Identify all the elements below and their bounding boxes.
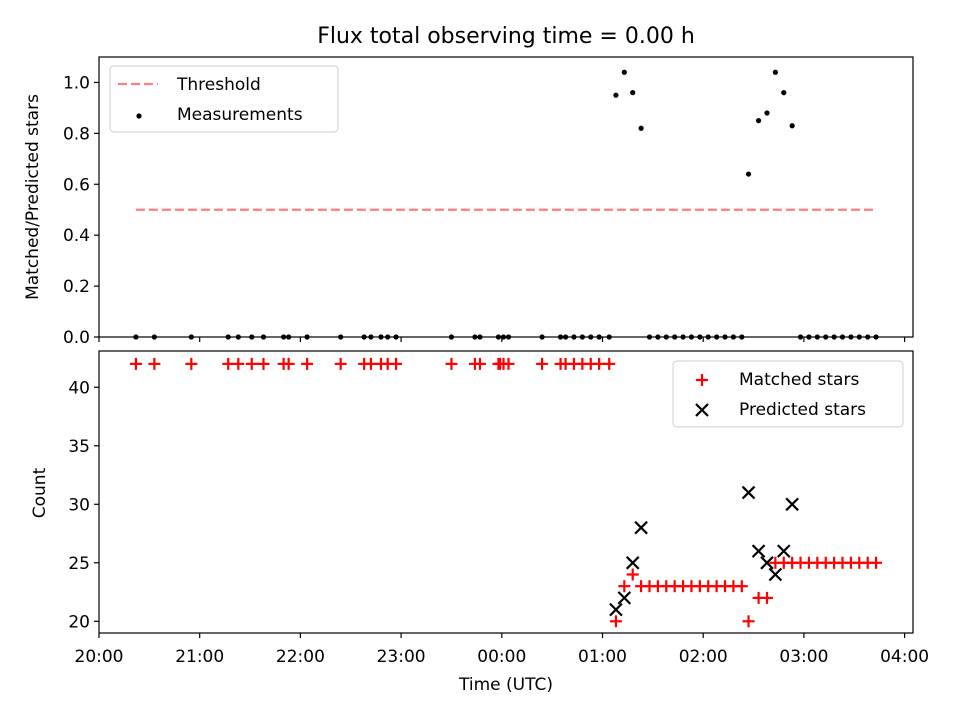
bottom-y-ticks: 20 25 30 35 40 (68, 378, 99, 632)
y-tick-label: 25 (68, 554, 90, 574)
bottom-y-axis-label: Count (30, 467, 50, 518)
matched-star-point (626, 568, 639, 581)
matched-star-point (257, 357, 270, 370)
matched-star-point (364, 357, 377, 370)
measurement-point (764, 110, 770, 116)
measurement-point (755, 118, 762, 124)
matched-star-point (301, 357, 314, 370)
matched-star-point (502, 357, 515, 370)
matched-star-point (129, 357, 142, 370)
bottom-legend: Matched stars Predicted stars (672, 360, 904, 428)
bottom-x-ticks: 20:00 21:00 22:00 23:00 00:00 01:00 02:00 03:00… (75, 633, 929, 667)
measurement-point (789, 123, 795, 129)
matched-star-point (148, 357, 161, 370)
matched-star-point (390, 357, 403, 370)
predicted-star-point (760, 556, 774, 570)
bottom-axes-frame (98, 350, 914, 634)
x-tick-label: 21:00 (175, 647, 224, 667)
chart-title: Flux total observing time = 0.00 h (317, 24, 695, 49)
top-panel: Flux total observing time = 0.00 h Match… (23, 24, 914, 348)
matched-star-point (870, 556, 883, 569)
bottom-legend-box (672, 360, 904, 428)
top-y-axis-label: Matched/Predicted stars (23, 94, 43, 300)
y-tick-label: 0.6 (63, 175, 90, 195)
matched-star-point (609, 615, 622, 628)
top-y-ticks: 0.0 0.2 0.4 0.6 0.8 1.0 (63, 73, 99, 348)
matched-star-point (735, 580, 748, 593)
y-tick-label: 20 (68, 612, 90, 632)
bottom-panel: Count Time (UTC) 20 25 30 35 40 20:00 21:00 22… (30, 350, 929, 695)
matched-star-point (245, 357, 258, 370)
predicted-star-point (625, 556, 640, 570)
measurement-point (638, 125, 644, 131)
legend-predicted-label: Predicted stars (739, 400, 866, 420)
measurement-point (630, 90, 636, 96)
top-legend: Threshold Measurements (109, 65, 339, 133)
predicted-star-point (741, 485, 756, 500)
matched-star-point (593, 357, 606, 370)
matched-star-point (473, 357, 486, 370)
x-tick-label: 23:00 (377, 647, 426, 667)
y-tick-label: 0.0 (63, 328, 90, 348)
top-axes-frame (98, 56, 914, 338)
matched-star-point (334, 357, 347, 370)
x-axis-label: Time (UTC) (458, 675, 553, 695)
matched-star-point (185, 357, 198, 370)
top-x-ticks (98, 337, 906, 342)
y-tick-label: 35 (68, 437, 90, 457)
matched-star-point (445, 357, 458, 370)
measurement-point (621, 69, 627, 75)
top-legend-box (109, 65, 339, 133)
x-tick-label: 03:00 (779, 647, 828, 667)
matched-star-point (282, 357, 295, 370)
predicted-star-point (751, 544, 766, 558)
bottom-plot-area (129, 357, 883, 628)
predicted-star-point (776, 544, 791, 558)
y-tick-label: 30 (68, 495, 90, 515)
measurement-point (745, 171, 752, 177)
matched-star-point (536, 357, 549, 370)
predicted-star-point (609, 602, 623, 617)
legend-threshold-label: Threshold (176, 75, 261, 95)
y-tick-label: 0.8 (63, 124, 90, 144)
x-tick-label: 00:00 (477, 647, 526, 667)
matched-star-point (742, 615, 755, 628)
y-tick-label: 0.2 (63, 277, 90, 297)
y-tick-label: 1.0 (63, 73, 90, 93)
predicted-star-point (768, 567, 783, 582)
legend-measurements-label: Measurements (177, 105, 303, 125)
legend-matched-label: Matched stars (739, 370, 859, 390)
measurement-point (772, 69, 778, 75)
y-tick-label: 0.4 (63, 226, 90, 246)
matched-star-point (618, 580, 631, 593)
x-tick-label: 01:00 (578, 647, 627, 667)
predicted-star-point (785, 497, 799, 512)
legend-predicted-swatch (695, 403, 709, 417)
predicted-star-point (634, 520, 648, 535)
matched-star-point (222, 357, 235, 370)
x-tick-label: 20:00 (75, 647, 124, 667)
measurement-point (781, 90, 787, 96)
predicted-star-point (617, 591, 632, 605)
legend-measurements-swatch (136, 113, 142, 119)
x-tick-label: 22:00 (276, 647, 325, 667)
matched-star-point (603, 357, 616, 370)
measurement-point (613, 92, 619, 98)
y-tick-label: 40 (68, 378, 90, 398)
matched-star-point (232, 357, 245, 370)
legend-matched-swatch (696, 374, 708, 386)
x-tick-label: 02:00 (679, 647, 728, 667)
x-tick-label: 04:00 (880, 647, 929, 667)
matched-star-point (760, 591, 773, 604)
